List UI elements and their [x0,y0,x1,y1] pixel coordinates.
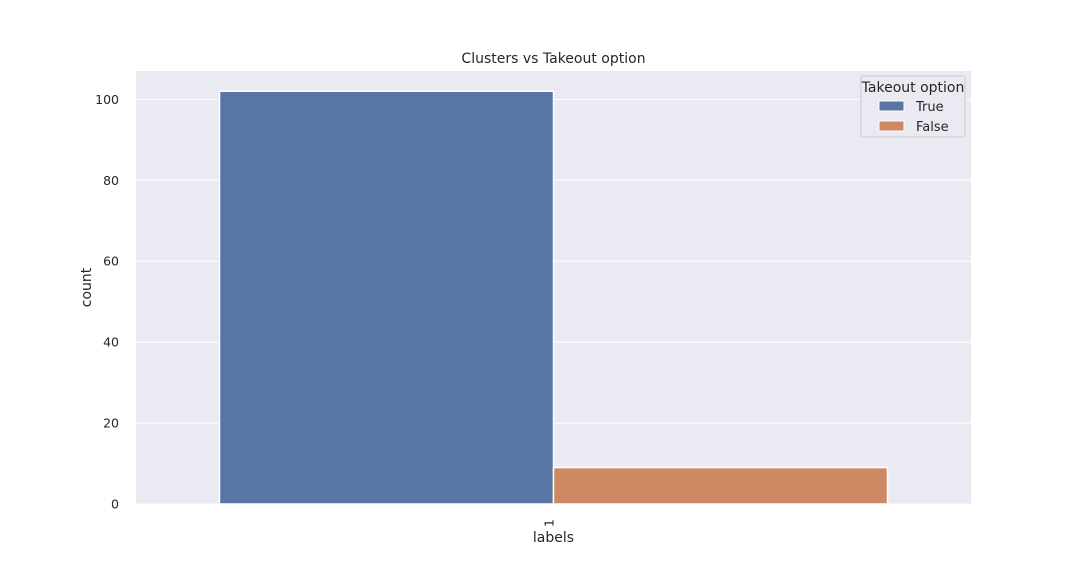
y-tick-label: 100 [95,92,119,107]
legend-swatch-false [878,120,905,132]
x-axis-ticks: 1 [542,519,557,527]
y-axis-label: count [79,267,95,307]
legend-swatch-true [878,100,905,112]
y-tick-label: 0 [111,497,119,512]
legend-title: Takeout option [861,80,965,96]
x-tick-label: 1 [542,519,557,527]
y-axis-ticks: 0 20 40 60 80 100 [95,92,119,512]
legend-entries: True False [878,100,949,135]
legend-label-false: False [916,120,949,135]
bar-true [218,90,555,505]
y-tick-label: 40 [103,335,119,350]
y-tick-label: 20 [103,416,119,431]
bar-false [552,466,889,505]
x-axis-label: labels [533,530,574,546]
y-tick-label: 80 [103,173,119,188]
y-tick-label: 60 [103,254,119,269]
legend-label-true: True [915,100,944,115]
legend: Takeout option True False [860,75,966,138]
chart-title: Clusters vs Takeout option [461,51,645,67]
bars [218,90,889,505]
